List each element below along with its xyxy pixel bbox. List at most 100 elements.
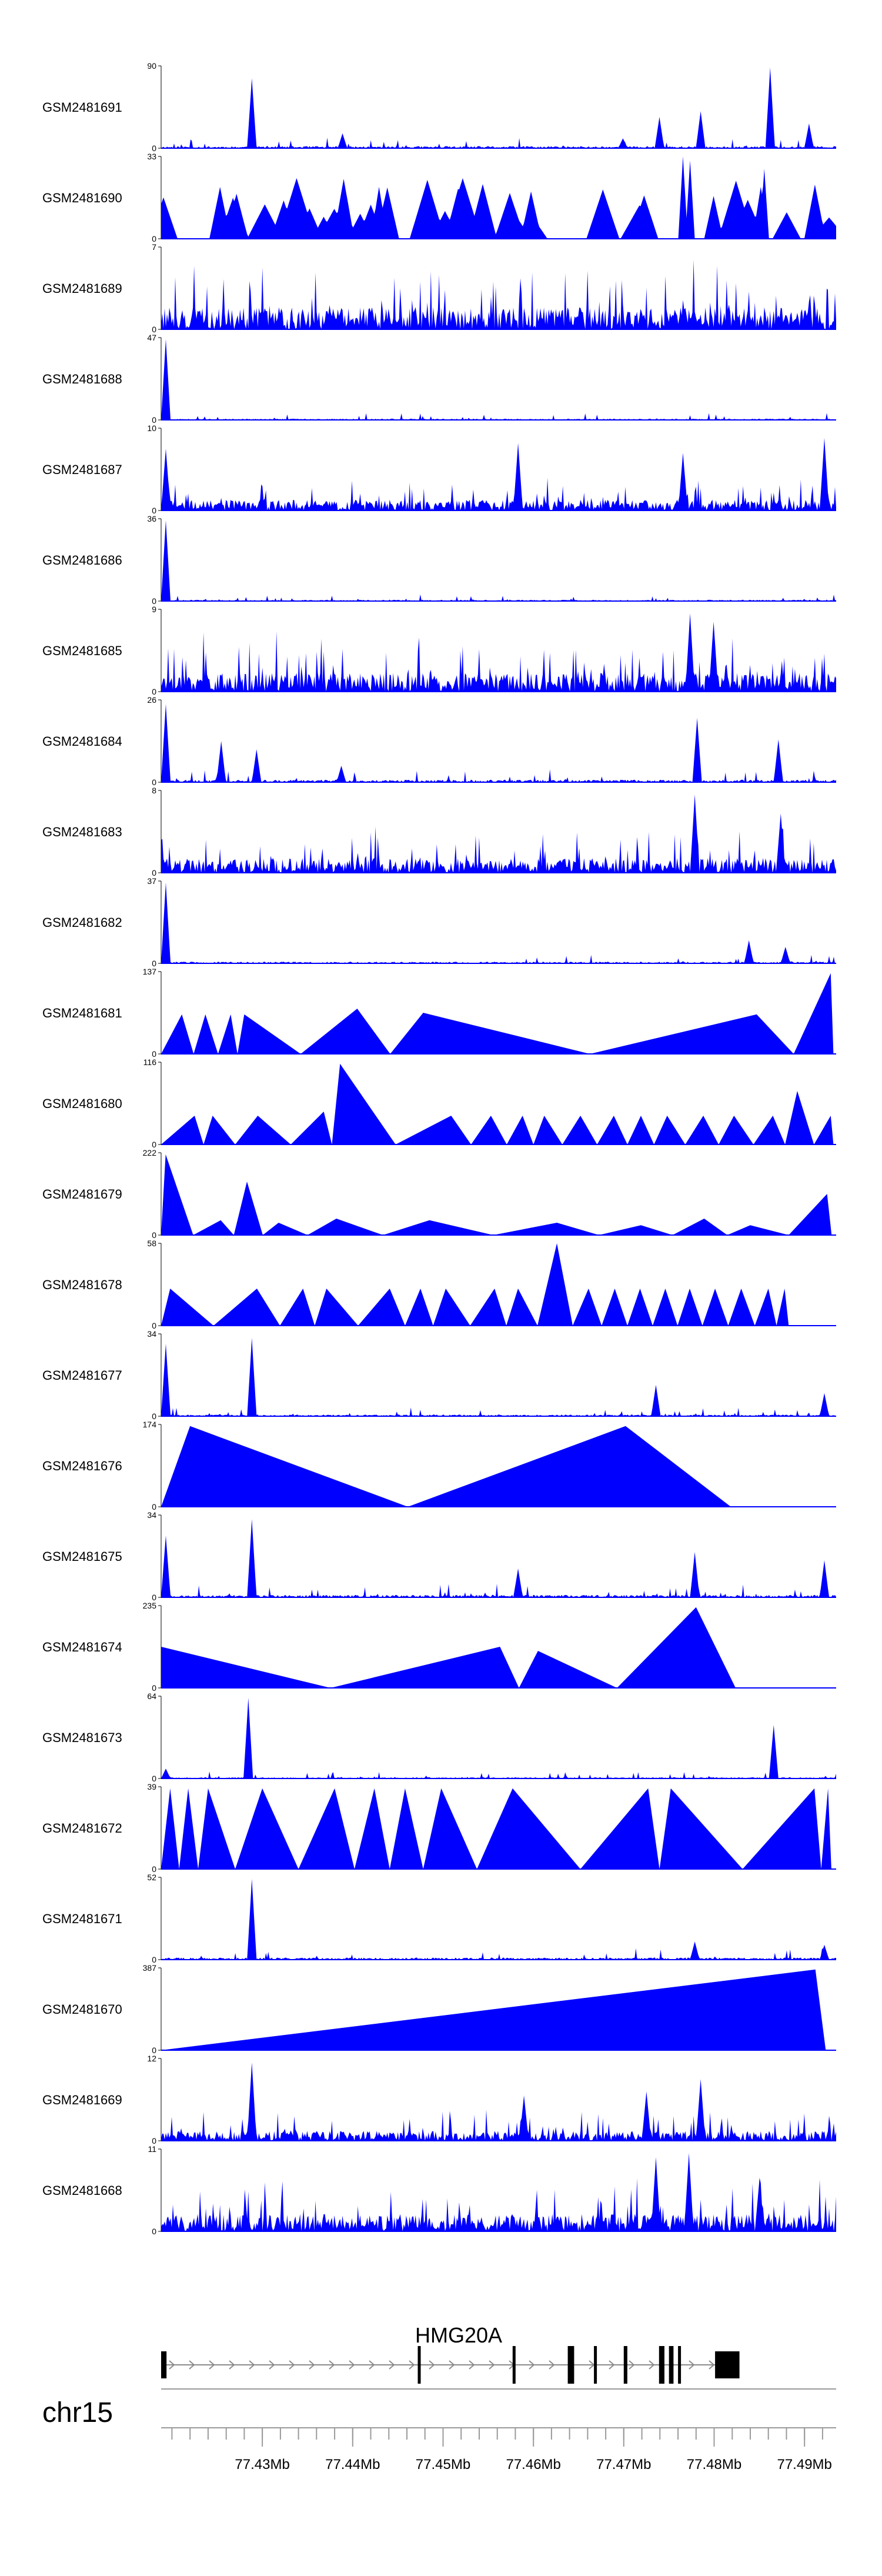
y-tick-label-zero: 0 [152, 1593, 156, 1602]
coverage-area [161, 438, 836, 510]
y-tick-label-zero: 0 [152, 1321, 156, 1330]
coverage-area [161, 520, 836, 601]
track-label: GSM2481671 [42, 1911, 122, 1926]
strand-arrow [369, 2360, 375, 2370]
strand-arrow [489, 2360, 495, 2370]
gene-annotation-track: HMG20A [161, 2323, 740, 2384]
track-GSM2481691: GSM2481691 90 0 [42, 61, 836, 153]
y-tick-label-max: 58 [147, 1239, 156, 1248]
genome-axis-tick-label: 77.47Mb [596, 2457, 651, 2472]
y-tick-label-max: 34 [147, 1510, 156, 1520]
strand-arrow [409, 2360, 415, 2370]
strand-arrow [449, 2360, 455, 2370]
strand-arrow [609, 2360, 615, 2370]
coverage-area [161, 1243, 836, 1326]
strand-arrow [389, 2360, 395, 2370]
coverage-area [161, 1519, 836, 1597]
y-tick-label-max: 34 [147, 1329, 156, 1339]
y-tick-label-zero: 0 [152, 959, 156, 968]
track-GSM2481685: GSM2481685 9 0 [42, 605, 836, 696]
y-tick-label-zero: 0 [152, 1140, 156, 1149]
y-tick-label-max: 12 [147, 2054, 156, 2063]
gene-exon [161, 2351, 167, 2378]
gene-exon [678, 2346, 681, 2384]
strand-arrow [429, 2360, 435, 2370]
chromosome-label: chr15 [42, 2397, 113, 2428]
strand-arrow [529, 2360, 535, 2370]
coverage-area [161, 613, 836, 692]
track-GSM2481678: GSM2481678 58 0 [42, 1239, 836, 1330]
strand-arrow [329, 2360, 335, 2370]
track-label: GSM2481670 [42, 2002, 122, 2017]
strand-arrow [349, 2360, 355, 2370]
y-tick-label-max: 36 [147, 514, 156, 523]
strand-arrow [549, 2360, 555, 2370]
coverage-tracks: GSM2481691900GSM2481690330GSM248168970GS… [42, 61, 836, 2236]
track-GSM2481673: GSM2481673 64 0 [42, 1691, 836, 1783]
strand-arrow [209, 2360, 215, 2370]
y-tick-label-zero: 0 [152, 415, 156, 425]
track-label: GSM2481668 [42, 2183, 122, 2198]
coverage-area [161, 1878, 836, 1960]
y-tick-label-max: 26 [147, 695, 156, 705]
y-tick-label-max: 90 [147, 61, 156, 71]
track-label: GSM2481691 [42, 100, 122, 115]
track-label: GSM2481690 [42, 191, 122, 205]
strand-arrow [649, 2360, 655, 2370]
coverage-area [161, 2063, 836, 2141]
track-label: GSM2481686 [42, 553, 122, 568]
track-label: GSM2481675 [42, 1549, 122, 1564]
track-GSM2481684: GSM2481684 26 0 [42, 695, 836, 787]
y-tick-label-max: 387 [143, 1963, 157, 1973]
y-tick-label-zero: 0 [152, 596, 156, 606]
gene-exon [659, 2346, 664, 2384]
genome-axis-tick-label: 77.49Mb [777, 2457, 831, 2472]
track-GSM2481683: GSM2481683 8 0 [42, 786, 836, 877]
strand-arrow [189, 2360, 195, 2370]
y-tick-label-zero: 0 [152, 234, 156, 243]
strand-arrow [709, 2360, 715, 2370]
y-tick-label-max: 39 [147, 1782, 156, 1791]
y-tick-label-max: 9 [152, 605, 156, 614]
y-tick-label-max: 116 [143, 1057, 157, 1067]
gene-exon [594, 2346, 597, 2384]
coverage-area [161, 67, 836, 148]
strand-arrow [309, 2360, 315, 2370]
gene-exon [567, 2346, 574, 2384]
y-tick-label-max: 174 [143, 1420, 157, 1429]
strand-arrow [229, 2360, 235, 2370]
strand-arrow [469, 2360, 475, 2370]
y-tick-label-zero: 0 [152, 2136, 156, 2145]
y-tick-label-zero: 0 [152, 1774, 156, 1783]
track-GSM2481671: GSM2481671 52 0 [42, 1873, 836, 1964]
gene-exon [512, 2346, 516, 2384]
track-GSM2481675: GSM2481675 34 0 [42, 1510, 836, 1602]
track-label: GSM2481688 [42, 372, 122, 386]
strand-arrow [169, 2360, 175, 2370]
coverage-area [161, 1969, 836, 2050]
y-tick-label-max: 33 [147, 152, 156, 161]
y-tick-label-zero: 0 [152, 1230, 156, 1240]
track-label: GSM2481681 [42, 1006, 122, 1020]
y-tick-label-max: 52 [147, 1873, 156, 1882]
track-label: GSM2481689 [42, 281, 122, 296]
y-tick-label-max: 8 [152, 786, 156, 795]
y-tick-label-max: 7 [152, 242, 156, 252]
track-label: GSM2481678 [42, 1277, 122, 1292]
gene-exon [623, 2346, 627, 2384]
track-label: GSM2481683 [42, 825, 122, 839]
y-tick-label-zero: 0 [152, 506, 156, 515]
track-label: GSM2481672 [42, 1821, 122, 1836]
gene-exon [715, 2351, 740, 2378]
genome-axis-tick-label: 77.45Mb [416, 2457, 470, 2472]
track-GSM2481690: GSM2481690 33 0 [42, 152, 836, 243]
gene-name-label: HMG20A [415, 2323, 502, 2347]
strand-arrow [689, 2360, 695, 2370]
y-tick-label-zero: 0 [152, 1412, 156, 1421]
strand-arrow [289, 2360, 295, 2370]
track-GSM2481689: GSM2481689 7 0 [42, 242, 836, 334]
y-tick-label-max: 37 [147, 876, 156, 886]
track-GSM2481680: GSM2481680 116 0 [42, 1057, 836, 1149]
genome-axis-track: chr15 77.43Mb 77.44Mb 77.45Mb 77.46Mb 77.47M… [42, 2388, 836, 2472]
coverage-area [161, 1338, 836, 1416]
